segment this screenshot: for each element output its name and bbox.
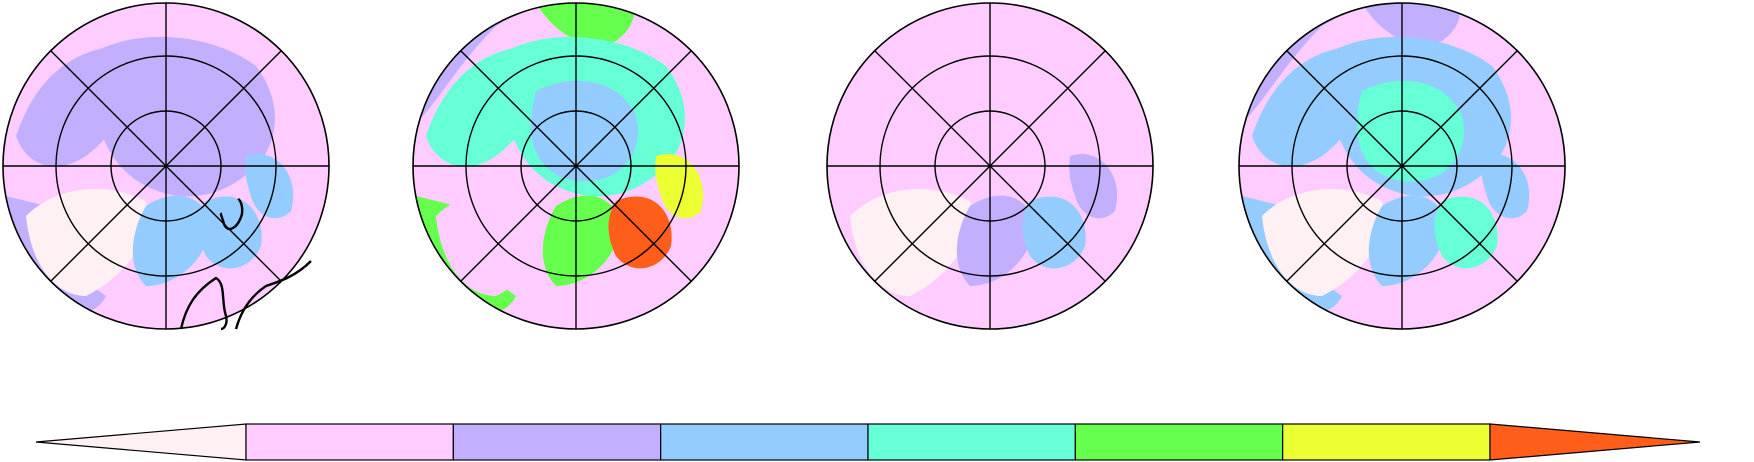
meridian-line — [1401, 165, 1518, 282]
panel-1-region-greenland-sea — [132, 195, 212, 286]
panel-1-region-polar-cap — [120, 80, 228, 182]
latitude-circle — [465, 55, 687, 277]
panel-3-graticule — [827, 3, 1153, 329]
meridian-line — [989, 50, 1106, 167]
map-panels — [2, 2, 1566, 331]
panel-2-region-alaska — [536, 3, 634, 45]
latitude-circle — [1346, 110, 1458, 222]
colorbar-bin — [245, 423, 454, 461]
panel-1-region-alaska — [126, 3, 224, 45]
colorbar-bin — [452, 423, 662, 461]
meridian-line — [989, 165, 1106, 282]
latitude-circle — [55, 55, 277, 277]
map-panel-4 — [1238, 2, 1566, 330]
latitude-circle — [1291, 55, 1513, 277]
panel-3-region-greenland-sea — [956, 195, 1035, 286]
panel-2-graticule — [413, 3, 739, 329]
panel-4-region-kara — [1481, 154, 1530, 219]
meridian-line — [874, 50, 991, 167]
map-panel-3 — [826, 2, 1154, 330]
meridian-line — [50, 165, 167, 282]
meridian-line — [575, 165, 692, 282]
map-boundary — [1238, 2, 1566, 330]
panel-3-region-polar-cap — [944, 80, 1052, 182]
panel-4-region-alaska — [1362, 3, 1460, 45]
meridian-line — [460, 165, 577, 282]
meridian-line — [50, 50, 167, 167]
map-boundary — [826, 2, 1154, 330]
map-boundary — [2, 2, 330, 330]
colorbar-extend-high — [1489, 423, 1701, 461]
latitude-circle — [520, 110, 632, 222]
colorbar-bin — [1282, 423, 1491, 461]
panel-4-region-polar-cap — [1356, 80, 1464, 182]
latitude-circle — [934, 110, 1046, 222]
panel-2-region-polar-cap — [530, 80, 638, 182]
map-panel-2 — [412, 2, 740, 330]
panel-3-region-kara — [1069, 154, 1118, 219]
colorbar-bin — [660, 423, 869, 461]
meridian-line — [165, 50, 282, 167]
meridian-line — [460, 50, 577, 167]
panel-3-region-alaska — [950, 3, 1048, 45]
meridian-line — [575, 50, 692, 167]
colorbar — [35, 423, 1701, 461]
meridian-line — [1286, 165, 1403, 282]
panel-4-graticule — [1239, 3, 1565, 329]
colorbar-bin — [1074, 423, 1284, 461]
meridian-line — [165, 165, 282, 282]
meridian-line — [1286, 50, 1403, 167]
latitude-circle — [110, 110, 222, 222]
meridian-line — [1401, 50, 1518, 167]
meridian-line — [874, 165, 991, 282]
colorbar-bin — [867, 423, 1076, 461]
coastline-segment — [179, 276, 228, 331]
panel-4-region-greenland-sea — [1368, 195, 1447, 286]
panel-2-region-kara — [655, 154, 704, 219]
coastline-segment — [234, 260, 312, 330]
panel-2-region-greenland-sea — [542, 195, 621, 286]
map-panel-1 — [2, 2, 330, 331]
latitude-circle — [879, 55, 1101, 277]
colorbar-extend-low — [35, 423, 247, 461]
map-boundary — [412, 2, 740, 330]
panel-1-region-kara — [245, 154, 294, 219]
panel-1-graticule — [3, 3, 329, 329]
